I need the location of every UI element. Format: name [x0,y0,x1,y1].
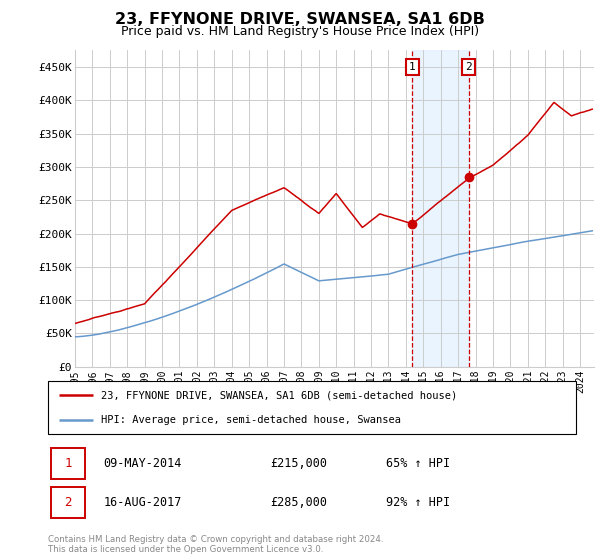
Text: 2: 2 [466,62,472,72]
Text: 23, FFYNONE DRIVE, SWANSEA, SA1 6DB (semi-detached house): 23, FFYNONE DRIVE, SWANSEA, SA1 6DB (sem… [101,390,457,400]
Text: Price paid vs. HM Land Registry's House Price Index (HPI): Price paid vs. HM Land Registry's House … [121,25,479,38]
Text: £285,000: £285,000 [270,496,327,509]
Text: Contains HM Land Registry data © Crown copyright and database right 2024.
This d: Contains HM Land Registry data © Crown c… [48,535,383,554]
FancyBboxPatch shape [50,448,85,479]
Text: 23, FFYNONE DRIVE, SWANSEA, SA1 6DB: 23, FFYNONE DRIVE, SWANSEA, SA1 6DB [115,12,485,27]
Text: 16-AUG-2017: 16-AUG-2017 [103,496,182,509]
Text: 65% ↑ HPI: 65% ↑ HPI [386,457,450,470]
Bar [412,50,469,367]
Text: 2: 2 [64,496,72,509]
Text: 92% ↑ HPI: 92% ↑ HPI [386,496,450,509]
Text: £215,000: £215,000 [270,457,327,470]
Text: 1: 1 [409,62,416,72]
FancyBboxPatch shape [50,487,85,518]
FancyBboxPatch shape [48,381,576,434]
Text: 1: 1 [64,457,72,470]
Text: 09-MAY-2014: 09-MAY-2014 [103,457,182,470]
Text: HPI: Average price, semi-detached house, Swansea: HPI: Average price, semi-detached house,… [101,414,401,424]
